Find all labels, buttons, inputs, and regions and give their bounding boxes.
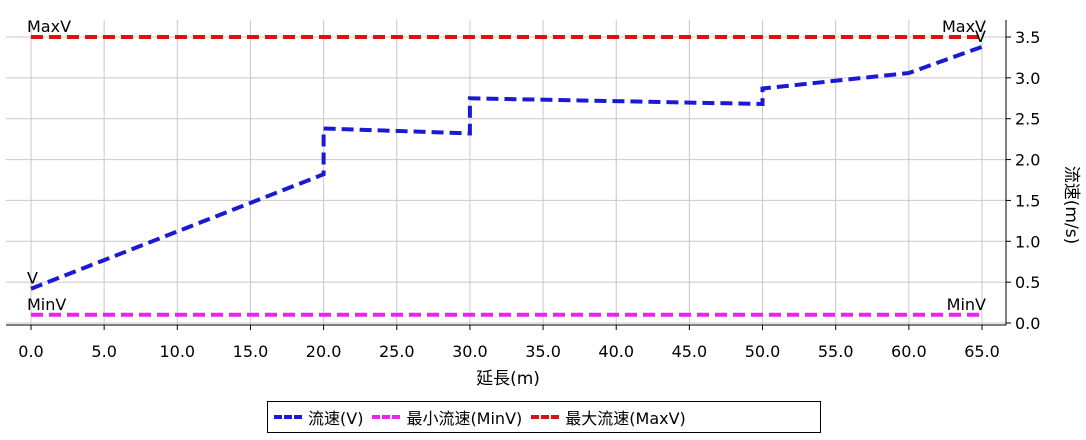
series-end-label: MinV: [947, 295, 986, 314]
series-start-label: MinV: [27, 295, 66, 314]
y-tick-labels: 0.0 0.5 1.0 1.5 2.0 2.5 3.0 3.5: [1006, 28, 1040, 333]
legend-label: 最小流速(MinV): [406, 409, 523, 428]
series-line-0: [30, 44, 983, 291]
plot-area: [6, 20, 1006, 325]
x-tick-label: 35.0: [525, 342, 561, 361]
legend-item: 最大流速(MaxV): [531, 405, 686, 429]
x-tick-labels: 0.0 5.0 10.0 15.0 20.0 25.0 30.0 35.0 40.0 45.0 50…: [18, 325, 1000, 361]
series-end-label: MaxV: [942, 17, 986, 36]
series: [30, 35, 983, 317]
legend-item: 最小流速(MinV): [372, 405, 522, 429]
y-tick-label: 1.5: [1015, 191, 1040, 210]
x-tick-label: 30.0: [452, 342, 488, 361]
legend-label: 最大流速(MaxV): [565, 409, 686, 428]
y-tick-label: 2.0: [1015, 151, 1040, 170]
legend-swatch: [531, 415, 560, 419]
x-axis-title: 延長(m): [476, 369, 540, 389]
x-tick-label: 40.0: [598, 342, 634, 361]
x-tick-label: 45.0: [672, 342, 708, 361]
x-tick-label: 10.0: [159, 342, 195, 361]
x-tick-label: 25.0: [379, 342, 415, 361]
y-axis-title: 流速(m/s): [1061, 166, 1081, 244]
x-tick-label: 60.0: [891, 342, 927, 361]
x-tick-label: 65.0: [964, 342, 1000, 361]
y-tick-label: 0.0: [1015, 314, 1040, 333]
y-tick-label: 2.5: [1015, 110, 1040, 129]
grid: [6, 20, 1006, 325]
y-tick-label: 3.5: [1015, 28, 1040, 47]
legend-label: 流速(V): [308, 409, 364, 428]
series-start-label: MaxV: [27, 17, 71, 36]
series-start-label: V: [27, 269, 38, 288]
x-tick-label: 5.0: [91, 342, 116, 361]
x-tick-label: 0.0: [18, 342, 43, 361]
x-tick-label: 50.0: [745, 342, 781, 361]
x-tick-label: 15.0: [233, 342, 269, 361]
y-tick-label: 1.0: [1015, 232, 1040, 251]
series-end-label: V: [975, 27, 986, 46]
legend-item: 流速(V): [274, 405, 363, 429]
line-labels: V V MinV MinV MaxV MaxV: [27, 17, 986, 314]
x-tick-label: 55.0: [818, 342, 854, 361]
chart: 0.0 5.0 10.0 15.0 20.0 25.0 30.0 35.0 40.0 45.0 50…: [6, 17, 1081, 389]
legend-swatch: [274, 415, 302, 419]
legend-swatch: [372, 415, 401, 419]
y-tick-label: 3.0: [1015, 69, 1040, 88]
legend: 流速(V) 最小流速(MinV) 最大流速(MaxV): [267, 401, 821, 433]
y-tick-label: 0.5: [1015, 273, 1040, 292]
x-tick-label: 20.0: [306, 342, 342, 361]
